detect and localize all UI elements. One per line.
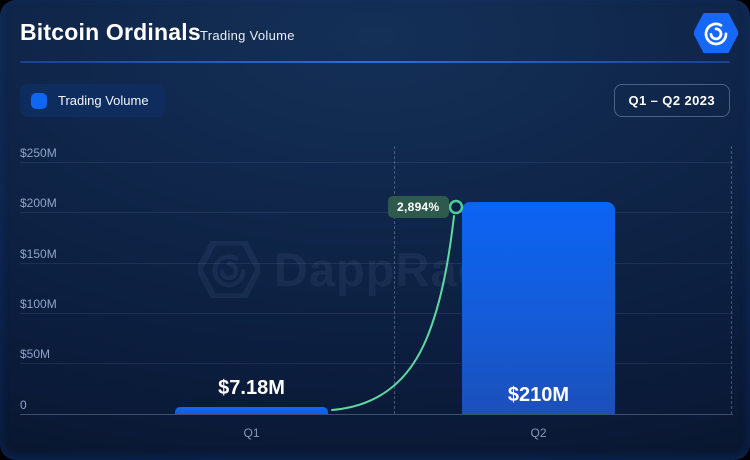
x-axis-line <box>20 414 733 415</box>
legend-label: Trading Volume <box>58 93 149 108</box>
gridline-100m <box>20 313 733 314</box>
y-tick-250m: $250M <box>20 146 57 160</box>
legend-trading-volume[interactable]: Trading Volume <box>20 84 165 117</box>
gridline-50m <box>20 363 733 364</box>
y-tick-100m: $100M <box>20 297 57 311</box>
y-tick-200m: $200M <box>20 196 57 210</box>
y-tick-150m: $150M <box>20 247 57 261</box>
growth-annotation-badge: 2,894% <box>388 196 449 218</box>
category-separator-line <box>394 146 395 414</box>
dappradar-logo-icon <box>693 12 739 54</box>
y-tick-50m: $50M <box>20 347 51 361</box>
x-tick-q1: Q1 <box>243 426 260 440</box>
period-badge[interactable]: Q1 – Q2 2023 <box>613 84 730 117</box>
plot-right-edge-line <box>731 146 732 414</box>
page-subtitle: Trading Volume <box>200 28 295 43</box>
gridline-200m <box>20 212 733 213</box>
bar-value-q2: $210M <box>507 384 570 406</box>
bar-value-q1: $7.18M <box>218 377 285 399</box>
dappradar-watermark-icon <box>198 241 260 298</box>
bar-q2[interactable] <box>462 202 615 414</box>
gridline-250m <box>20 162 733 163</box>
header-divider <box>20 61 730 63</box>
bar-q1[interactable] <box>175 406 328 414</box>
x-tick-q2: Q2 <box>530 426 547 440</box>
gridline-150m <box>20 263 733 264</box>
y-tick-0: 0 <box>20 398 27 412</box>
legend-swatch-icon <box>31 92 47 109</box>
page-title: Bitcoin Ordinals <box>20 19 201 45</box>
